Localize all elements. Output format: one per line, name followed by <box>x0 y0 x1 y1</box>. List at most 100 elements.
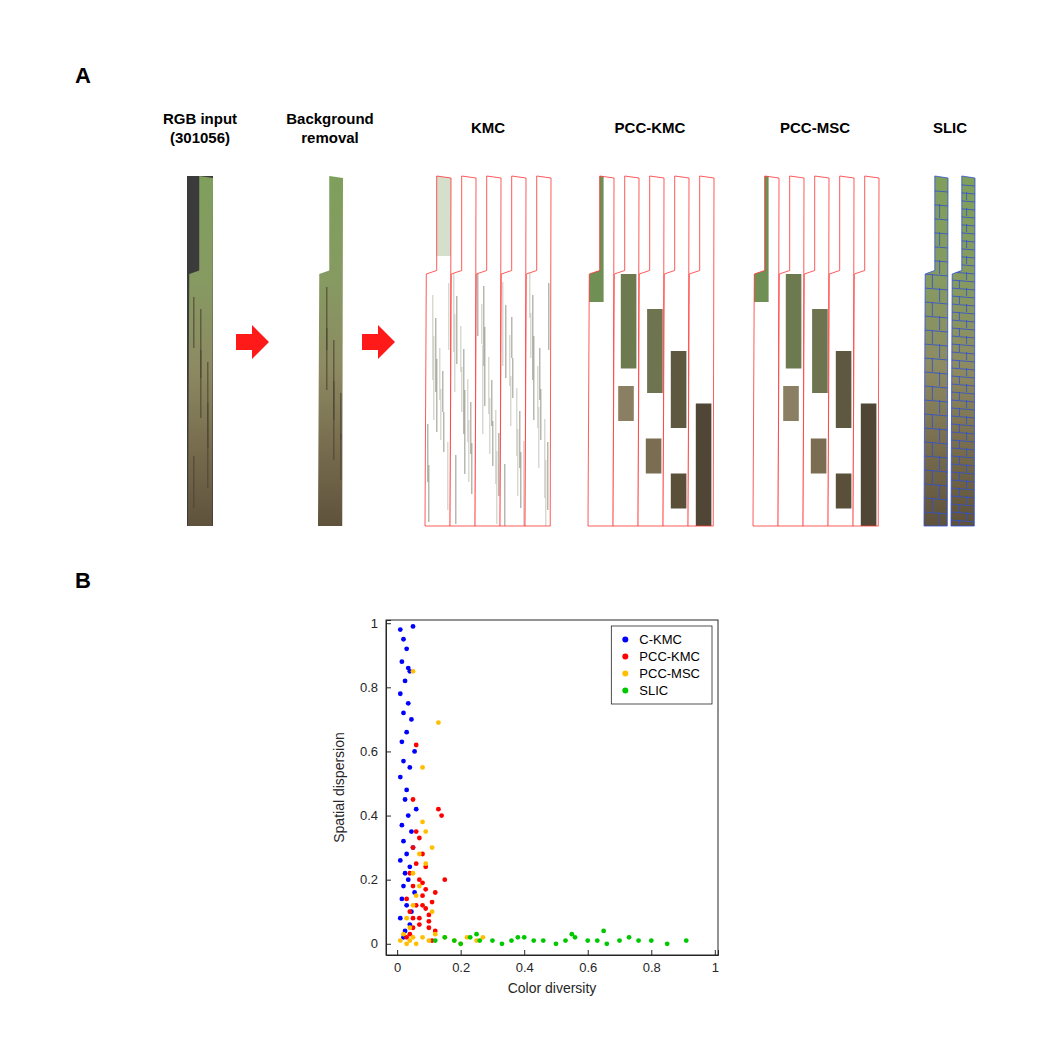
superpixel-edge <box>959 312 960 320</box>
superpixel-edge <box>966 368 967 376</box>
image-streak <box>532 295 534 380</box>
scatter-point <box>406 701 411 706</box>
superpixel-edge <box>924 288 948 290</box>
cluster-outline <box>753 176 779 526</box>
image-streak <box>193 456 195 508</box>
scatter-point <box>468 935 473 940</box>
superpixel-edge <box>939 204 940 218</box>
figure: ABRGB input(301056)BackgroundremovalKMCP… <box>0 0 1050 1050</box>
scatter-point <box>426 925 431 930</box>
stem-outline <box>951 176 975 526</box>
legend: C-KMCPCC-KMCPCC-MSCSLIC <box>611 626 712 704</box>
superpixel-edge <box>959 248 960 256</box>
superpixel-edge <box>966 496 967 504</box>
superpixel-edge <box>959 424 960 432</box>
superpixel-edge <box>951 344 975 346</box>
tick-mark <box>461 950 462 955</box>
scatter-point <box>500 941 505 946</box>
superpixel-edge <box>939 344 940 358</box>
tick-mark <box>386 944 391 945</box>
cluster-outline <box>500 176 526 526</box>
cluster-image <box>425 176 451 526</box>
superpixel-edge <box>966 336 967 344</box>
cluster-image <box>853 176 879 526</box>
column-title-line: RGB input <box>163 110 237 127</box>
superpixel-edge <box>924 246 948 248</box>
cluster-outline <box>525 176 551 526</box>
cluster-image <box>500 176 526 526</box>
column-title-line: PCC-KMC <box>615 119 686 136</box>
image-streak <box>505 305 507 378</box>
image-patch <box>753 176 769 302</box>
tick-label: 1 <box>712 960 719 975</box>
image-patch <box>671 351 687 428</box>
y-axis-title: Spatial dispersion <box>331 732 347 843</box>
superpixel-edge <box>959 200 960 208</box>
image-patch <box>647 309 663 393</box>
image-patch <box>671 474 687 509</box>
image-streak <box>200 309 202 378</box>
superpixel-edge <box>924 344 948 346</box>
arrow <box>362 325 395 359</box>
cluster-image <box>663 176 689 526</box>
scatter-point <box>407 909 412 914</box>
image-streak <box>539 348 541 400</box>
tick: 0 <box>371 936 391 951</box>
superpixel-edge <box>951 464 975 466</box>
superpixel-edge <box>924 232 948 234</box>
image-streak <box>456 296 458 364</box>
image-patch <box>646 439 662 474</box>
superpixel-edge <box>951 208 975 210</box>
scatter-point <box>404 916 409 921</box>
tick-mark <box>386 687 391 688</box>
superpixel-edge <box>939 428 940 442</box>
superpixel-edge <box>924 498 948 500</box>
superpixel-edge <box>951 480 975 482</box>
superpixel-edge <box>959 216 960 224</box>
tick-label: 0.2 <box>360 872 378 887</box>
superpixel-edge <box>924 442 948 444</box>
superpixel-edge <box>924 190 948 192</box>
arrow <box>236 325 269 359</box>
image-streak <box>443 412 445 452</box>
scatter-point <box>442 935 447 940</box>
scatter-point <box>399 659 404 664</box>
legend-swatch <box>622 671 628 677</box>
scatter-point <box>414 893 419 898</box>
superpixel-edge <box>951 416 975 418</box>
superpixel-edge <box>951 200 975 202</box>
cluster-image <box>828 176 854 526</box>
image-streak <box>537 366 539 428</box>
superpixel-edge <box>959 264 960 272</box>
scatter-point <box>404 788 409 793</box>
tick-label: 1 <box>371 616 378 631</box>
superpixel-edge <box>951 232 975 234</box>
cluster-image <box>688 176 714 526</box>
scatter-point <box>426 938 431 943</box>
cluster-image <box>450 176 476 526</box>
superpixel-edge <box>924 316 948 318</box>
superpixel-edge <box>951 384 975 386</box>
image-patch <box>696 404 712 527</box>
image-streak <box>530 313 532 358</box>
superpixel-edge <box>966 384 967 392</box>
scatter-point <box>411 903 416 908</box>
panel-label: A <box>75 63 91 88</box>
scatter-point <box>420 765 425 770</box>
scatter-point <box>522 935 527 940</box>
superpixel-edge <box>939 456 940 470</box>
stem-image <box>318 176 343 526</box>
superpixel-edge <box>932 442 933 456</box>
superpixel-edge <box>966 512 967 520</box>
superpixel-edge <box>932 330 933 344</box>
superpixel-edge <box>959 344 960 352</box>
superpixel-edge <box>959 520 960 528</box>
scatter-point <box>436 807 441 812</box>
scatter-point <box>399 823 404 828</box>
superpixel-edge <box>951 240 975 242</box>
tick: 1 <box>371 616 391 631</box>
legend-label: PCC-KMC <box>639 649 700 664</box>
scatter-point <box>617 938 622 943</box>
scatter-point <box>401 884 406 889</box>
superpixel-edge <box>959 392 960 400</box>
